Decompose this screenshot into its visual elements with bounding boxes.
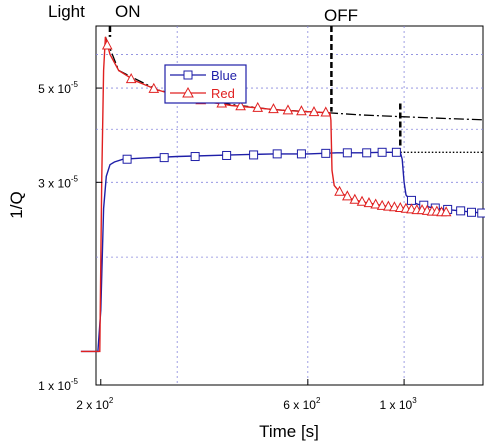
point-red — [296, 105, 307, 116]
point-red — [349, 193, 361, 204]
point-red — [334, 185, 345, 196]
y-tick-exponent: -5 — [71, 377, 79, 386]
x-axis-title: Time [s] — [259, 422, 319, 441]
y-tick-label: 5 x 10-5 — [38, 80, 78, 96]
point-blue — [296, 149, 306, 159]
point-red — [376, 199, 388, 210]
legend-blue-marker — [183, 70, 193, 80]
point-red — [268, 103, 279, 114]
y-axis-title: 1/Q — [7, 191, 26, 218]
point-red — [101, 39, 113, 50]
point-red — [148, 82, 160, 93]
point-red — [356, 195, 368, 206]
point-blue — [222, 150, 232, 160]
x-tick-label: 1 x 103 — [380, 396, 418, 412]
point-red — [440, 206, 452, 217]
legend-blue-label: Blue — [211, 68, 237, 83]
plot-frame — [95, 25, 484, 386]
point-red — [308, 106, 320, 117]
legend: Blue Red — [164, 64, 247, 104]
series-group — [80, 36, 485, 353]
series-line-red — [80, 36, 447, 353]
x-tick-label: 2 x 102 — [76, 396, 114, 412]
x-ticks: 2 x 102 6 x 102 1 x 103 — [76, 379, 417, 412]
point-red — [389, 201, 400, 212]
annotation-off: OFF — [324, 6, 358, 25]
point-blue — [456, 206, 466, 216]
legend-red-label: Red — [211, 86, 235, 101]
annotation-on: ON — [115, 2, 141, 21]
point-blue — [272, 149, 282, 159]
x-tick-exponent: 2 — [316, 396, 321, 405]
point-red — [252, 101, 264, 112]
x-tick-exponent: 3 — [412, 396, 417, 405]
point-blue — [391, 147, 401, 157]
point-blue — [362, 148, 372, 158]
point-red — [342, 190, 353, 201]
point-blue — [377, 147, 387, 157]
y-ticks: 1 x 10-5 3 x 10-5 5 x 10-5 — [38, 80, 102, 393]
point-blue — [321, 148, 331, 158]
point-red — [320, 106, 332, 117]
y-tick-exponent: -5 — [71, 80, 79, 89]
reference-line-dashdot — [104, 36, 484, 121]
point-blue — [406, 195, 416, 205]
event-markers — [108, 26, 402, 149]
legend-red-marker — [182, 86, 194, 98]
y-tick-exponent: -5 — [71, 174, 79, 183]
point-red — [363, 197, 375, 208]
point-blue — [122, 154, 132, 164]
y-tick-label: 1 x 10-5 — [38, 377, 78, 393]
point-blue — [249, 150, 259, 160]
point-red — [235, 100, 246, 111]
point-blue — [342, 148, 352, 158]
point-red — [282, 104, 294, 115]
point-blue — [190, 152, 200, 162]
annotation-light: Light — [48, 2, 85, 21]
point-blue — [466, 207, 476, 217]
point-blue — [159, 153, 169, 163]
point-red — [370, 198, 381, 209]
x-tick-exponent: 2 — [109, 396, 114, 405]
point-red — [383, 200, 394, 211]
point-red — [125, 73, 137, 84]
legend-box — [164, 64, 247, 104]
y-tick-label: 3 x 10-5 — [38, 174, 78, 190]
x-tick-label: 6 x 102 — [283, 396, 321, 412]
point-blue — [477, 208, 485, 218]
